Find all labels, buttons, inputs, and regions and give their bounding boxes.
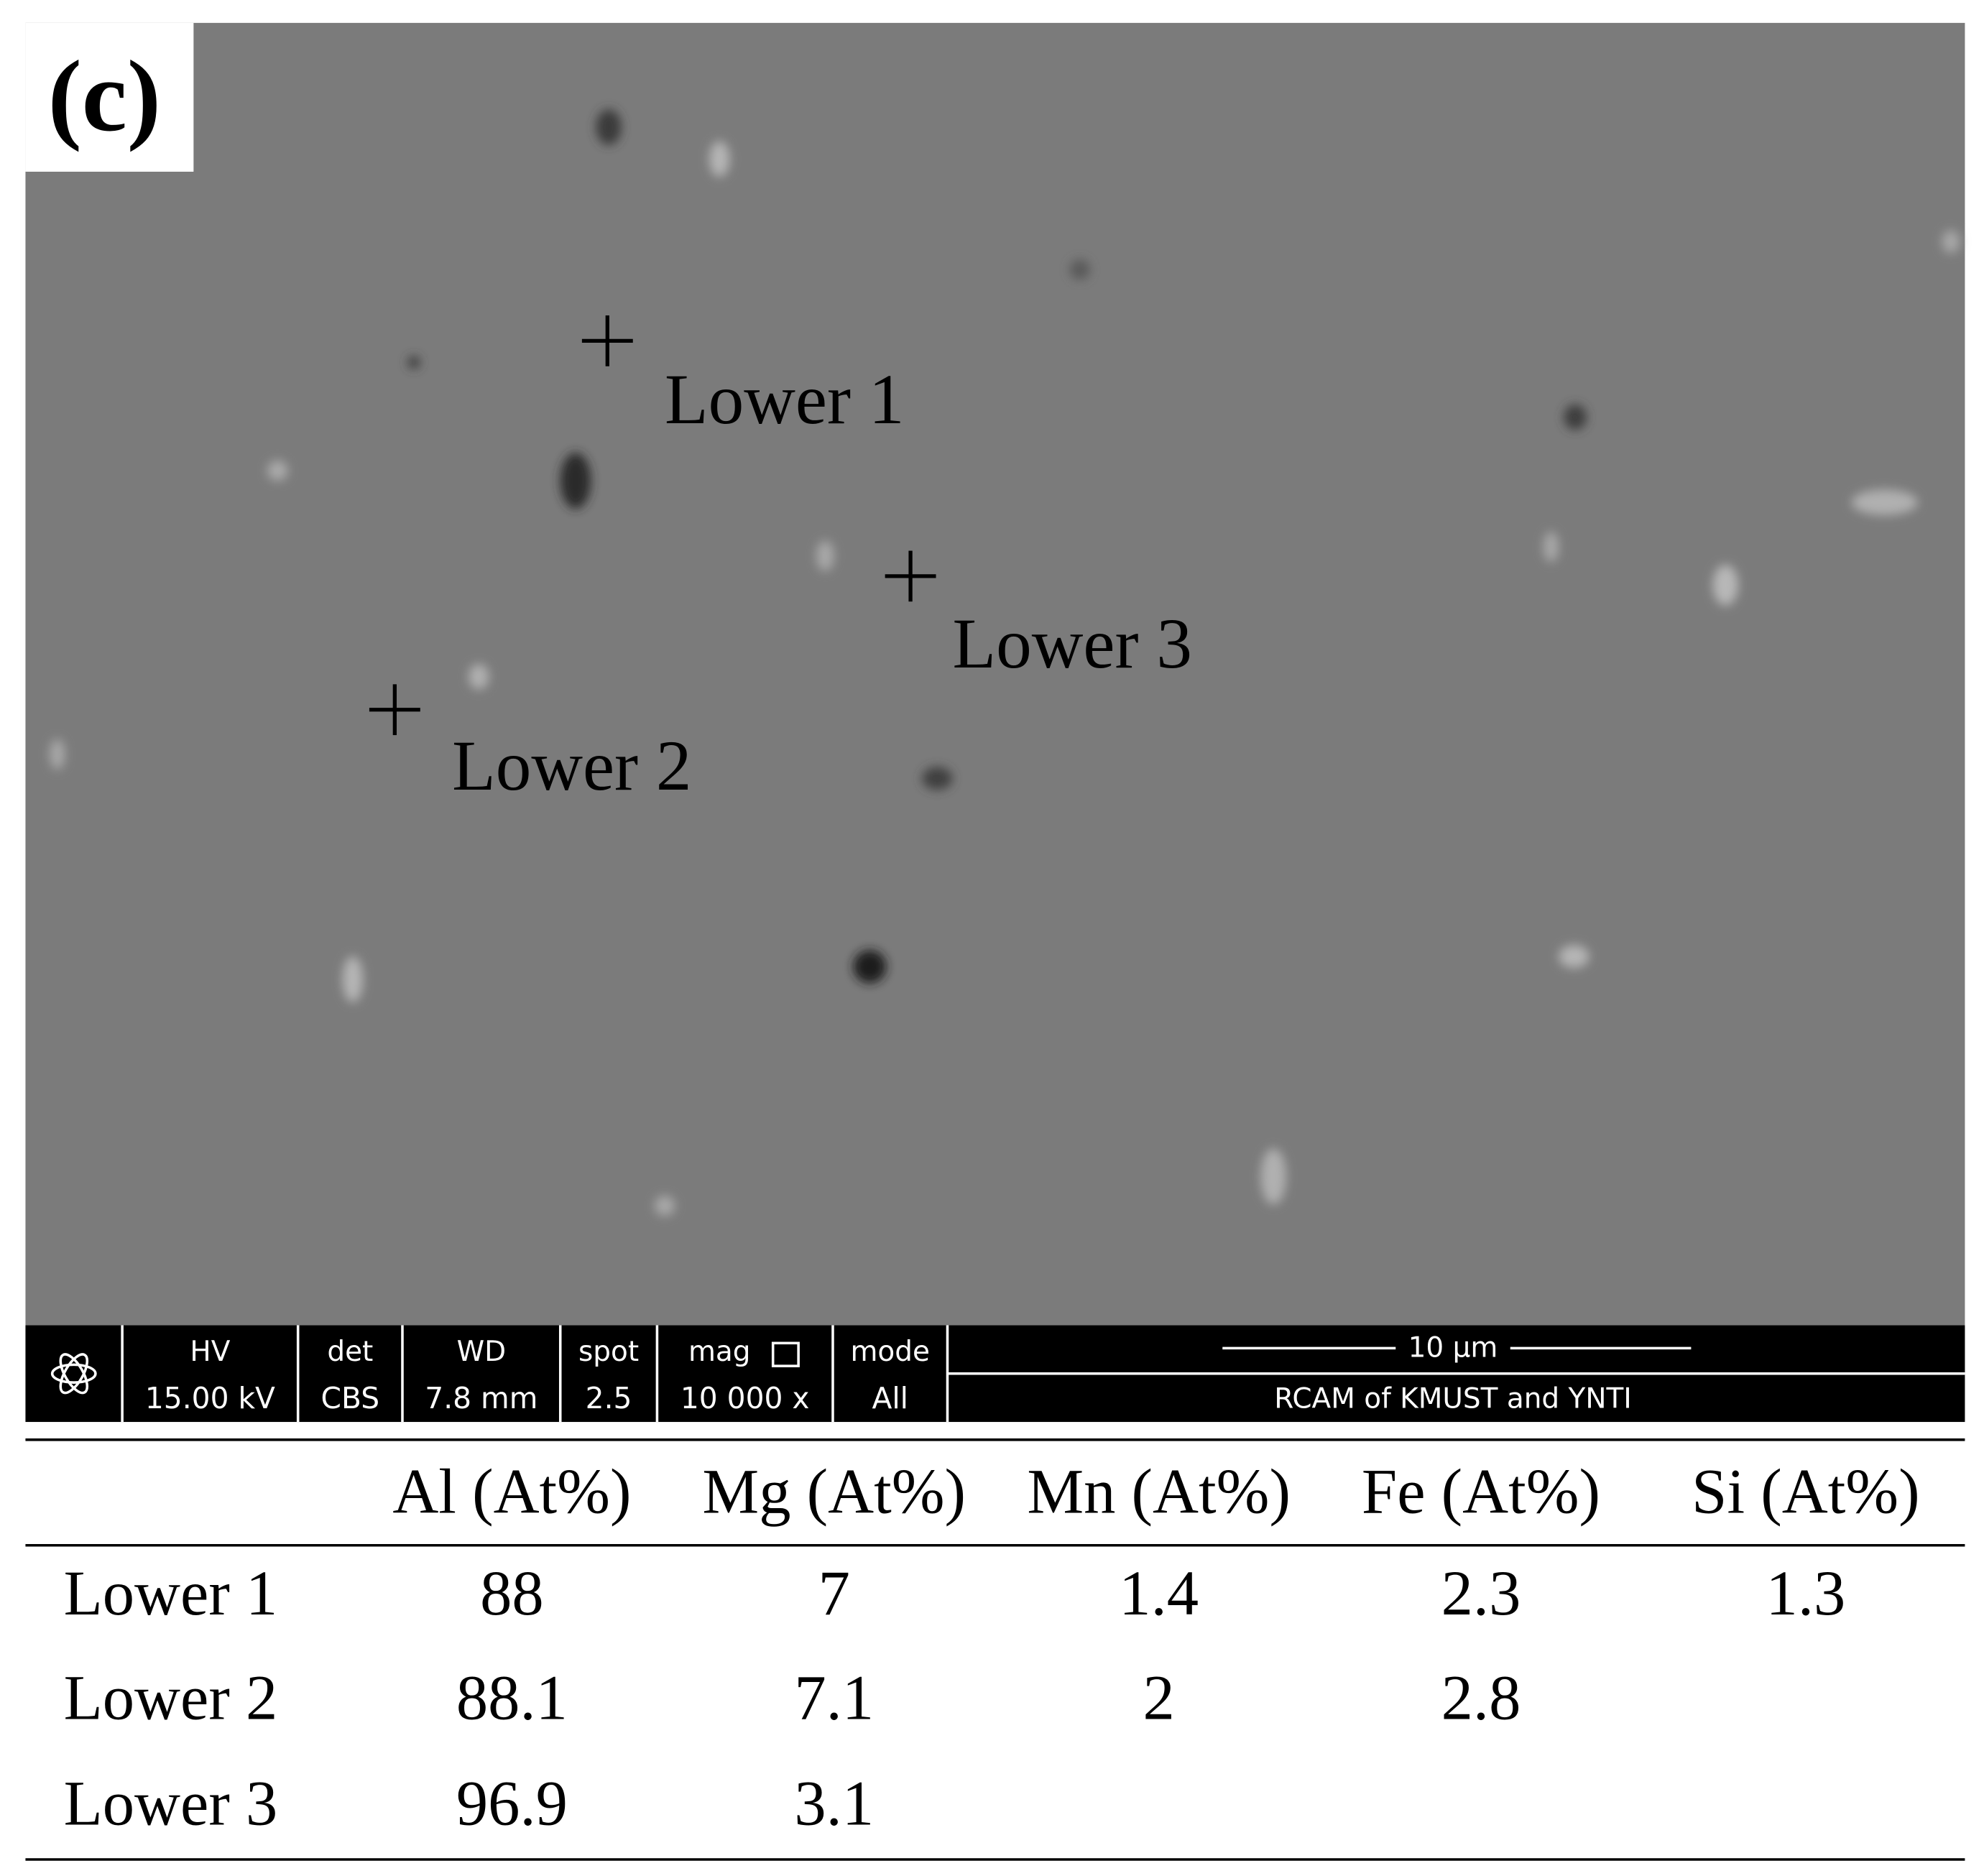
table-cell: 1.3	[1766, 1558, 1846, 1629]
scale-bar-label: 10 µm	[1408, 1332, 1498, 1364]
info-value: All	[872, 1381, 908, 1415]
info-value: 2.5	[586, 1381, 632, 1415]
panel-label-box	[25, 22, 194, 172]
info-label: det	[327, 1336, 373, 1368]
table-cell: 96.9	[456, 1768, 568, 1839]
info-label: WD	[457, 1336, 507, 1368]
table-cell: 7.1	[794, 1663, 874, 1733]
annotation: Lower 2	[452, 727, 691, 805]
row-label: Lower 3	[64, 1768, 278, 1839]
info-value: 15.00 kV	[145, 1381, 275, 1415]
column-header: Mn (At%)	[1027, 1457, 1291, 1528]
table-cell: 2.8	[1441, 1663, 1521, 1733]
table-cell: 3.1	[794, 1768, 874, 1839]
info-value: 7.8 mm	[425, 1381, 537, 1415]
particles	[50, 109, 1960, 1216]
info-value: CBS	[321, 1381, 380, 1415]
column-header: Si (At%)	[1692, 1457, 1919, 1528]
annotation: Lower 1	[665, 361, 904, 439]
row-label: Lower 2	[64, 1663, 278, 1733]
table-cell: 1.4	[1119, 1558, 1199, 1629]
info-label: HV	[190, 1336, 230, 1368]
column-header: Mg (At%)	[702, 1457, 966, 1528]
table-rules	[25, 1438, 1965, 1861]
table-cell: 2.3	[1441, 1558, 1521, 1629]
annotation: Lower 3	[953, 605, 1192, 683]
credit: RCAM of KMUST and YNTI	[1274, 1382, 1632, 1415]
column-header: Al (At%)	[392, 1457, 631, 1528]
row-label: Lower 1	[64, 1558, 278, 1629]
info-label: mode	[850, 1336, 930, 1368]
info-label: spot	[578, 1336, 639, 1368]
table-cell: 7	[818, 1558, 850, 1629]
info-label: mag	[688, 1336, 751, 1368]
sem-image	[25, 22, 1965, 1326]
table-cell: 88.1	[456, 1663, 568, 1733]
column-header: Fe (At%)	[1362, 1457, 1600, 1528]
panel-label: (c)	[48, 40, 161, 152]
info-value: 10 000 x	[680, 1381, 810, 1415]
crosshairs	[369, 315, 936, 736]
table-cell: 88	[480, 1558, 544, 1629]
table-cell: 2	[1143, 1663, 1174, 1733]
info-bar-lines	[50, 1325, 1965, 1423]
